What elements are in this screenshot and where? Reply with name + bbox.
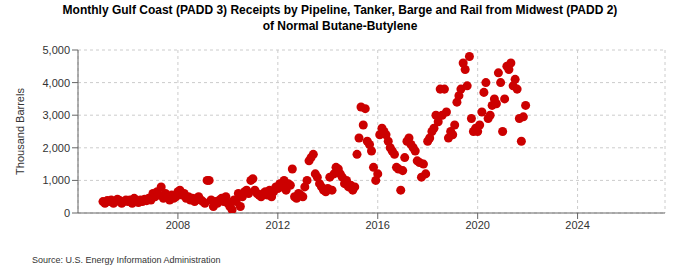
svg-text:5,000: 5,000 [42,44,70,56]
svg-text:2,000: 2,000 [42,142,70,154]
svg-text:2012: 2012 [266,219,290,231]
svg-text:0: 0 [64,207,70,219]
svg-text:2020: 2020 [465,219,489,231]
html-text:Monthly Gulf Coast (PADD 3) Re: Monthly Gulf Coast (PADD 3) Receipts by … [62,3,618,33]
svg-text:1,000: 1,000 [42,174,70,186]
svg-text:Thousand Barrels: Thousand Barrels [14,88,26,175]
svg-text:3,000: 3,000 [42,109,70,121]
svg-text:2008: 2008 [166,219,190,231]
svg-text:2024: 2024 [565,219,589,231]
svg-text:4,000: 4,000 [42,77,70,89]
svg-text:2016: 2016 [366,219,390,231]
html-text:Source: U.S. Energy Informatio: Source: U.S. Energy Information Administ… [32,255,221,265]
